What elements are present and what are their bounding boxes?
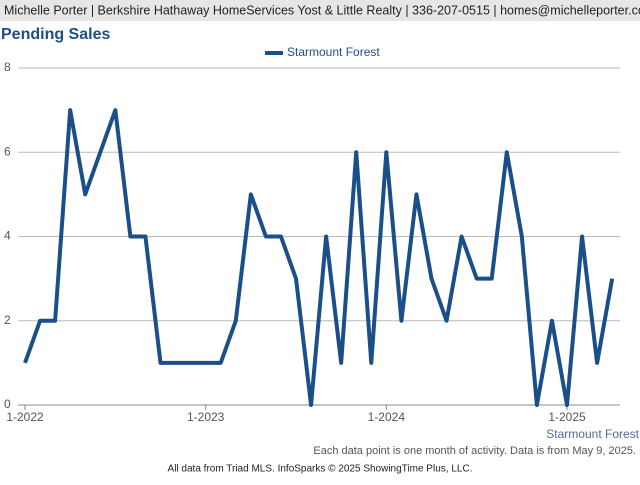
chart-title: Pending Sales bbox=[1, 26, 110, 43]
series-line bbox=[23, 108, 615, 407]
x-tick-label: 1-2023 bbox=[187, 410, 225, 424]
y-tick-label: 6 bbox=[4, 144, 11, 158]
legend-label: Starmount Forest bbox=[287, 45, 380, 59]
y-tick-label: 2 bbox=[4, 313, 11, 327]
note: Each data point is one month of activity… bbox=[313, 445, 636, 457]
header-text: Michelle Porter | Berkshire Hathaway Hom… bbox=[4, 3, 640, 17]
y-tick-label: 4 bbox=[4, 229, 11, 243]
y-tick-label: 0 bbox=[4, 397, 11, 411]
x-tick-label: 1-2025 bbox=[548, 410, 586, 424]
y-tick-label: 8 bbox=[4, 60, 11, 74]
x-tick-label: 1-2022 bbox=[6, 410, 44, 424]
header-bar bbox=[0, 0, 640, 21]
x-axis-label: Starmount Forest bbox=[546, 427, 639, 441]
x-tick-label: 1-2024 bbox=[368, 410, 406, 424]
footer: All data from Triad MLS. InfoSparks © 20… bbox=[168, 464, 473, 475]
